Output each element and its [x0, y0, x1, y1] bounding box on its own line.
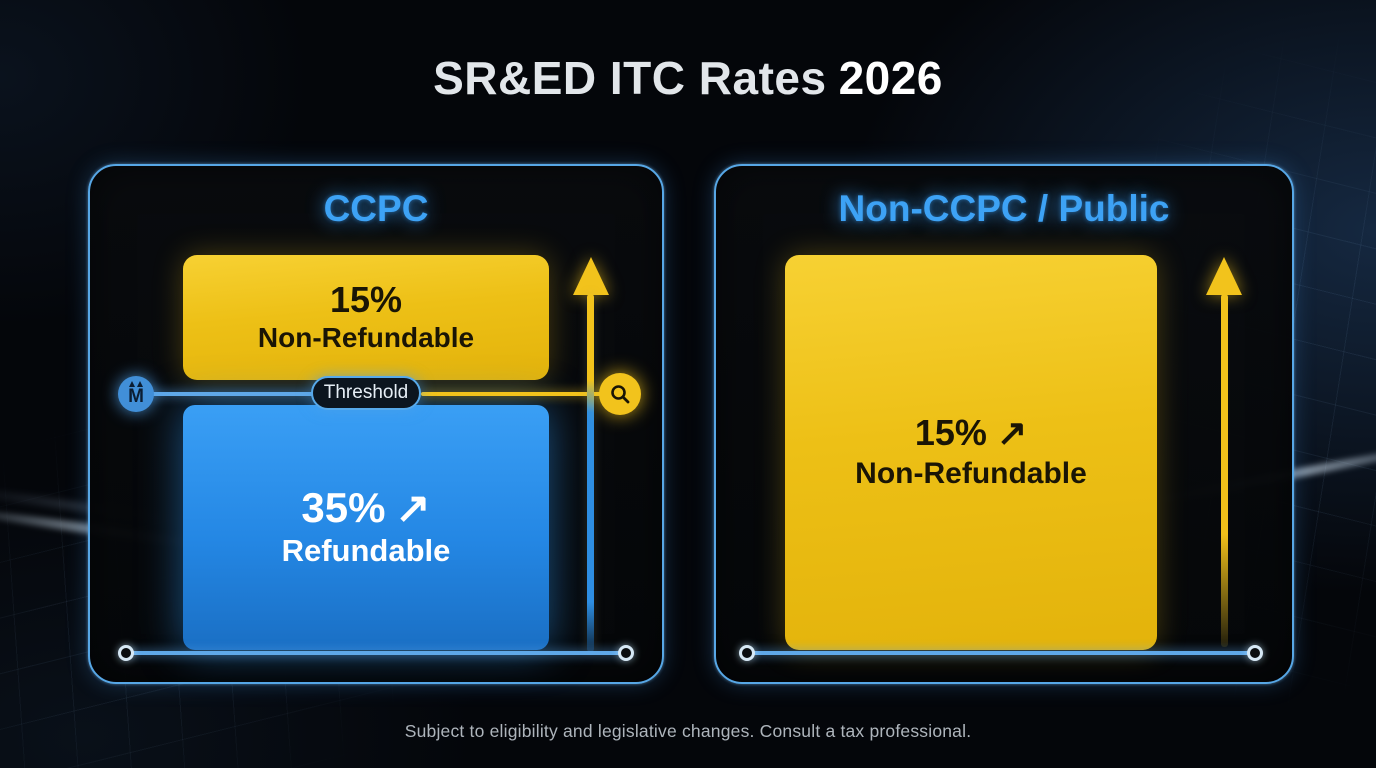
trend-up-glyph: ↗	[395, 483, 431, 531]
ccpc-arrow-shaft	[587, 294, 594, 652]
ccpc-refundable-rate: 35% ↗	[301, 484, 430, 532]
non-ccpc-non-refundable-rate: 15% ↗	[915, 412, 1027, 453]
non-ccpc-rate-value: 15%	[914, 412, 987, 454]
search-icon-glyph	[611, 385, 630, 404]
ccpc-refundable-rate-value: 35%	[301, 483, 386, 531]
search-icon	[599, 373, 641, 415]
arrow-up-icon	[1206, 257, 1242, 295]
endpoint-dot	[618, 645, 634, 661]
non-ccpc-non-refundable-box: 15% ↗ Non-Refundable	[785, 255, 1157, 650]
non-ccpc-non-refundable-label: Non-Refundable	[855, 456, 1087, 490]
m-badge-icon: M	[118, 376, 154, 412]
ccpc-non-refundable-label: Non-Refundable	[257, 321, 475, 353]
arrow-up-icon	[573, 257, 609, 295]
page-title-year: 2026	[838, 52, 943, 104]
threshold-pill: Threshold	[311, 376, 421, 410]
non-ccpc-arrow-shaft	[1221, 294, 1228, 647]
endpoint-dot	[739, 645, 755, 661]
panel-ccpc: CCPC 15% Non-Refundable 35% ↗ Refundable …	[88, 164, 664, 684]
threshold-line-right	[421, 392, 620, 396]
page-title-main: SR&ED ITC Rates	[433, 52, 827, 104]
ccpc-non-refundable-box: 15% Non-Refundable	[183, 255, 549, 380]
ccpc-refundable-box: 35% ↗ Refundable	[183, 405, 549, 650]
ccpc-non-refundable-rate: 15%	[329, 279, 403, 321]
endpoint-dot	[118, 645, 134, 661]
endpoint-dot	[1247, 645, 1263, 661]
m-badge-letter: M	[128, 385, 144, 407]
panel-non-ccpc: Non-CCPC / Public 15% ↗ Non-Refundable	[714, 164, 1294, 684]
panel-non-ccpc-title: Non-CCPC / Public	[838, 188, 1170, 229]
disclaimer-text: Subject to eligibility and legislative c…	[404, 721, 972, 741]
trend-up-glyph: ↗	[996, 412, 1028, 454]
page-title: SR&ED ITC Rates 2026	[0, 52, 1376, 105]
panel-ccpc-title: CCPC	[323, 188, 429, 229]
non-ccpc-baseline	[747, 651, 1255, 655]
ccpc-refundable-label: Refundable	[281, 533, 451, 569]
threshold-line-left	[136, 392, 313, 396]
ccpc-baseline	[126, 651, 626, 655]
